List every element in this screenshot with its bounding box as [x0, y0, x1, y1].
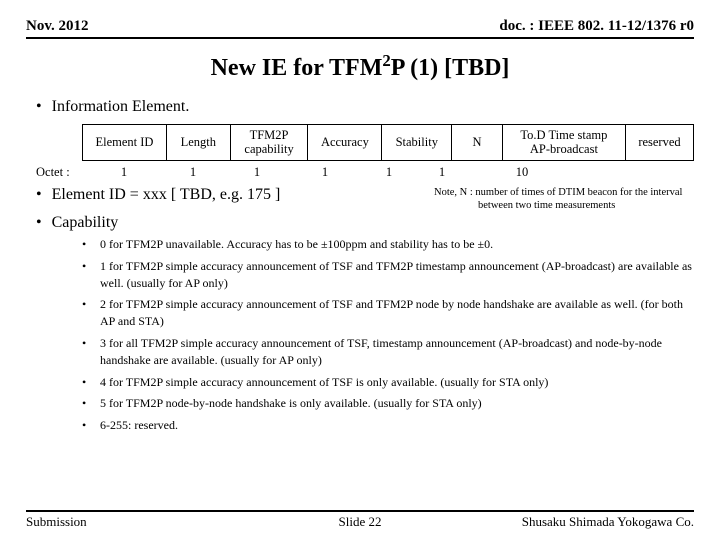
list-text: 2 for TFM2P simple accuracy announcement…: [100, 296, 694, 330]
header-doc: doc. : IEEE 802. 11-12/1376 r0: [499, 18, 694, 35]
table-cell: To.D Time stampAP-broadcast: [502, 125, 625, 161]
ie-table: Element ID Length TFM2Pcapability Accura…: [82, 124, 694, 161]
footer-bar: Submission Slide 22 Shusaku Shimada Yoko…: [26, 510, 694, 530]
bullet-dot: •: [82, 236, 100, 253]
title-sup: 2: [382, 51, 390, 70]
octet-val: 10: [464, 165, 580, 180]
bullet-dot: •: [82, 335, 100, 369]
capability-list: •0 for TFM2P unavailable. Accuracy has t…: [82, 236, 694, 434]
element-id-row: • Element ID = xxx [ TBD, e.g. 175 ] Note…: [36, 186, 694, 212]
table-cell: N: [452, 125, 503, 161]
slide: Nov. 2012 doc. : IEEE 802. 11-12/1376 r0…: [0, 0, 720, 540]
title-post: P (1) [TBD]: [391, 55, 510, 81]
list-item: •1 for TFM2P simple accuracy announcemen…: [82, 258, 694, 292]
bullet-dot: •: [82, 296, 100, 330]
section-heading: • Information Element.: [36, 98, 694, 116]
list-text: 3 for all TFM2P simple accuracy announce…: [100, 335, 694, 369]
list-item: •4 for TFM2P simple accuracy announcemen…: [82, 374, 694, 391]
table-cell: Element ID: [83, 125, 167, 161]
list-item: •3 for all TFM2P simple accuracy announc…: [82, 335, 694, 369]
octet-val: 1: [222, 165, 292, 180]
octet-val: 1: [164, 165, 222, 180]
header-bar: Nov. 2012 doc. : IEEE 802. 11-12/1376 r0: [26, 18, 694, 39]
note-line1: Note, N : number of times of DTIM beacon…: [434, 186, 694, 199]
octet-val: 1: [292, 165, 358, 180]
table-cell: reserved: [625, 125, 693, 161]
list-item: •0 for TFM2P unavailable. Accuracy has t…: [82, 236, 694, 253]
table-cell: Accuracy: [308, 125, 382, 161]
element-id-bullet: • Element ID = xxx [ TBD, e.g. 175 ]: [36, 186, 280, 204]
section-text: Information Element.: [52, 98, 190, 115]
table-cell: Stability: [382, 125, 452, 161]
list-text: 1 for TFM2P simple accuracy announcement…: [100, 258, 694, 292]
bullet-dot: •: [36, 98, 42, 115]
bullet-dot: •: [36, 214, 42, 231]
octet-val: 1: [420, 165, 464, 180]
slide-title: New IE for TFM2P (1) [TBD]: [26, 51, 694, 82]
octet-val: 1: [84, 165, 164, 180]
note-n: Note, N : number of times of DTIM beacon…: [434, 186, 694, 212]
list-item: •2 for TFM2P simple accuracy announcemen…: [82, 296, 694, 330]
table-cell: TFM2Pcapability: [230, 125, 308, 161]
octet-row: Octet : 1 1 1 1 1 1 10: [36, 165, 694, 180]
title-pre: New IE for TFM: [211, 55, 383, 81]
bullet-dot: •: [82, 395, 100, 412]
list-item: •6-255: reserved.: [82, 417, 694, 434]
bullet-dot: •: [36, 186, 42, 203]
bullet-dot: •: [82, 374, 100, 391]
table-row: Element ID Length TFM2Pcapability Accura…: [83, 125, 694, 161]
list-text: 5 for TFM2P node-by-node handshake is on…: [100, 395, 694, 412]
element-id-text: Element ID = xxx [ TBD, e.g. 175 ]: [52, 186, 281, 203]
octet-val: 1: [358, 165, 420, 180]
octet-label: Octet :: [36, 165, 78, 180]
list-text: 4 for TFM2P simple accuracy announcement…: [100, 374, 694, 391]
note-line2: between two time measurements: [434, 199, 694, 212]
header-date: Nov. 2012: [26, 18, 89, 35]
list-item: •5 for TFM2P node-by-node handshake is o…: [82, 395, 694, 412]
bullet-dot: •: [82, 417, 100, 434]
table-cell: Length: [166, 125, 230, 161]
list-text: 6-255: reserved.: [100, 417, 694, 434]
footer-center: Slide 22: [26, 514, 694, 530]
capability-heading: • Capability: [36, 214, 694, 232]
capability-text: Capability: [52, 214, 119, 231]
list-text: 0 for TFM2P unavailable. Accuracy has to…: [100, 236, 694, 253]
bullet-dot: •: [82, 258, 100, 292]
ie-table-wrap: Element ID Length TFM2Pcapability Accura…: [82, 124, 694, 161]
